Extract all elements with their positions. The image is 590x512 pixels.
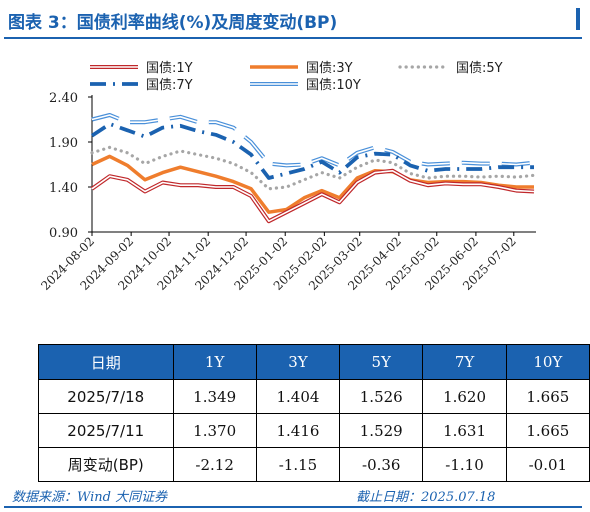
- table-cell: -2.12: [172, 447, 257, 482]
- table-cell: 1.416: [255, 413, 341, 448]
- table-cell: 1.665: [505, 379, 590, 414]
- table-cell: -0.36: [339, 447, 424, 482]
- yield-change-table: 日期 1Y 3Y 5Y 7Y 10Y 2025/7/18 1.349 1.404…: [38, 344, 590, 482]
- table-cell: -0.01: [505, 447, 590, 482]
- table-cell: 1.404: [255, 379, 341, 414]
- table-header-row: 日期 1Y 3Y 5Y 7Y 10Y: [38, 344, 590, 380]
- series-group: [91, 154, 534, 214]
- series-line-10y-inner: [91, 114, 535, 167]
- chart-axes: 0.901.401.902.402024-08-022024-09-022024…: [38, 91, 536, 293]
- data-source: 数据来源：Wind 大同证券: [12, 490, 168, 505]
- legend-label: 国债:10Y: [306, 78, 361, 93]
- series-group: [91, 113, 535, 168]
- y-tick-label: 0.90: [49, 226, 78, 241]
- table-cell: 1.349: [172, 379, 257, 414]
- table-header-date: 日期: [38, 344, 174, 380]
- footer-underline: [4, 506, 582, 508]
- series-line-3y: [91, 154, 534, 214]
- title-accent-bar: [576, 8, 580, 30]
- table-cell: 1.620: [422, 379, 507, 414]
- table-cell: 2025/7/18: [38, 379, 174, 414]
- table-header-7y: 7Y: [422, 344, 507, 380]
- title-underline: [4, 37, 582, 39]
- legend-label: 国债:7Y: [146, 78, 193, 93]
- table-cell: 周变动(BP): [38, 447, 174, 482]
- legend-label: 国债:3Y: [306, 61, 353, 76]
- table-cell: 1.529: [339, 413, 424, 448]
- legend-item: 国债:1Y: [90, 61, 193, 76]
- legend-item: 国债:3Y: [250, 61, 353, 76]
- series-line-7y: [90, 122, 534, 180]
- figure-title: 图表 3：国债利率曲线(%)及周度变动(BP): [8, 13, 338, 33]
- chart-series: [90, 113, 536, 224]
- y-tick-label: 2.40: [49, 91, 78, 106]
- series-group: [90, 145, 536, 191]
- cutoff-date: 截止日期：2025.07.18: [356, 490, 496, 505]
- table-row: 2025/7/11 1.370 1.416 1.529 1.631 1.665: [38, 413, 590, 448]
- legend-label: 国债:1Y: [146, 61, 193, 76]
- table-row: 周变动(BP) -2.12 -1.15 -0.36 -1.10 -0.01: [38, 447, 590, 482]
- table-cell: 1.631: [422, 413, 507, 448]
- table-header-3y: 3Y: [255, 344, 341, 380]
- table-cell: 1.526: [339, 379, 424, 414]
- table-cell: 2025/7/11: [38, 413, 174, 448]
- yield-curve-chart: 国债:1Y 国债:3Y 国债:5Y 国债:7Y 国债:10Y 0.90 1.40 1.90 2…: [38, 61, 536, 293]
- y-tick-label: 1.40: [49, 181, 78, 196]
- legend-label: 国债:5Y: [456, 61, 503, 76]
- series-line-1y-inner: [91, 170, 535, 222]
- table-cell: 1.370: [172, 413, 257, 448]
- table-cell: 1.665: [505, 413, 590, 448]
- legend-item: 国债:10Y: [250, 78, 361, 93]
- table-cell: -1.10: [422, 447, 507, 482]
- series-group: [90, 168, 535, 224]
- y-tick-label: 1.90: [49, 136, 78, 151]
- table-header-5y: 5Y: [339, 344, 424, 380]
- table-row: 2025/7/18 1.349 1.404 1.526 1.620 1.665: [38, 379, 590, 414]
- table-cell: -1.15: [255, 447, 341, 482]
- legend-item: 国债:7Y: [90, 78, 193, 93]
- legend-item: 国债:5Y: [398, 61, 503, 76]
- table-header-10y: 10Y: [505, 344, 590, 380]
- series-line-5y: [90, 145, 536, 191]
- table-header-1y: 1Y: [172, 344, 257, 380]
- legend: 国债:1Y 国债:3Y 国债:5Y 国债:7Y 国债:10Y: [90, 61, 503, 93]
- series-group: [90, 122, 534, 180]
